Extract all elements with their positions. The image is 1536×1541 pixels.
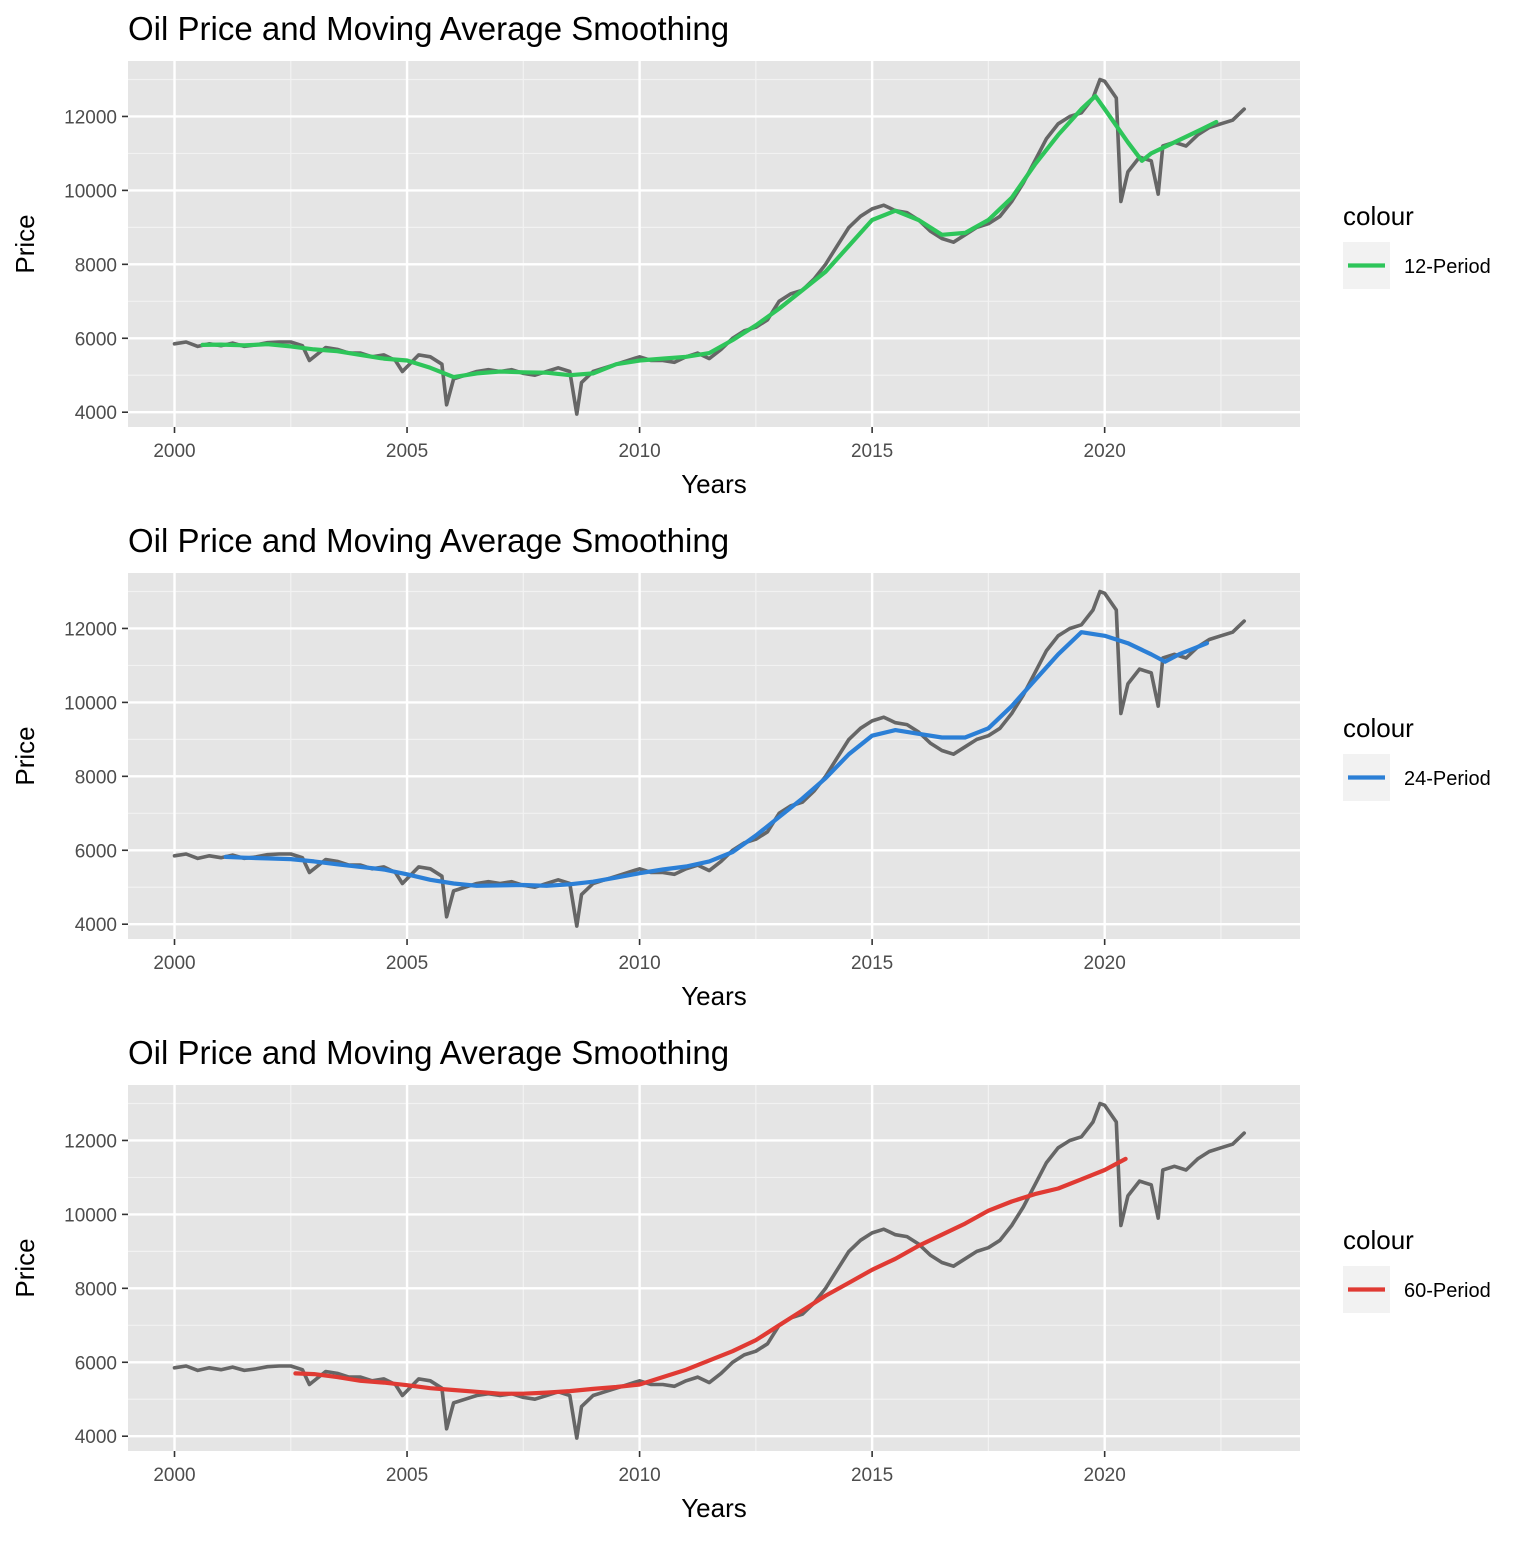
x-tick-label: 2020 — [1084, 953, 1126, 974]
y-tick-label: 6000 — [75, 329, 117, 350]
y-tick-label: 12000 — [64, 1131, 117, 1152]
chart-title: Oil Price and Moving Average Smoothing — [128, 522, 729, 559]
legend-label: 24-Period — [1404, 768, 1491, 790]
chart-title: Oil Price and Moving Average Smoothing — [128, 1034, 729, 1071]
x-tick-label: 2020 — [1084, 441, 1126, 462]
y-tick-label: 12000 — [64, 107, 117, 128]
chart-title: Oil Price and Moving Average Smoothing — [128, 10, 729, 47]
y-axis-title: Price — [10, 1238, 40, 1297]
legend-label: 60-Period — [1404, 1280, 1491, 1302]
y-tick-label: 12000 — [64, 619, 117, 640]
y-tick-label: 8000 — [75, 767, 117, 788]
legend-title: colour — [1343, 201, 1414, 231]
x-tick-label: 2005 — [386, 441, 428, 462]
y-tick-label: 10000 — [64, 181, 117, 202]
x-axis-title: Years — [681, 981, 747, 1011]
y-tick-label: 8000 — [75, 255, 117, 276]
y-tick-label: 10000 — [64, 693, 117, 714]
x-tick-label: 2000 — [153, 953, 195, 974]
y-tick-label: 6000 — [75, 1353, 117, 1374]
y-tick-label: 8000 — [75, 1279, 117, 1300]
x-tick-label: 2015 — [851, 1465, 893, 1486]
y-axis-title: Price — [10, 726, 40, 785]
x-tick-label: 2020 — [1084, 1465, 1126, 1486]
legend-label: 12-Period — [1404, 256, 1491, 278]
y-tick-label: 6000 — [75, 841, 117, 862]
chart-panel-1: 2000 2005 2010 2015 2020 4000 6000 8000 10000 120… — [10, 10, 1491, 499]
legend: colour 60-Period — [1343, 1225, 1491, 1313]
x-tick-label: 2010 — [618, 1465, 660, 1486]
x-tick-label: 2015 — [851, 441, 893, 462]
chart-panel-2: 2000 2005 2010 2015 2020 4000 6000 8000 10000 120… — [10, 522, 1491, 1011]
chart-panel-3: 2000 2005 2010 2015 2020 4000 6000 8000 10000 120… — [10, 1034, 1491, 1523]
y-axis-title: Price — [10, 214, 40, 273]
x-tick-label: 2010 — [618, 953, 660, 974]
legend-title: colour — [1343, 713, 1414, 743]
legend-title: colour — [1343, 1225, 1414, 1255]
x-tick-label: 2005 — [386, 953, 428, 974]
x-tick-label: 2005 — [386, 1465, 428, 1486]
x-tick-label: 2000 — [153, 441, 195, 462]
x-tick-label: 2015 — [851, 953, 893, 974]
y-tick-label: 10000 — [64, 1205, 117, 1226]
x-axis-title: Years — [681, 469, 747, 499]
legend: colour 24-Period — [1343, 713, 1491, 801]
y-tick-label: 4000 — [75, 403, 117, 424]
legend: colour 12-Period — [1343, 201, 1491, 289]
x-axis-title: Years — [681, 1493, 747, 1523]
x-tick-label: 2000 — [153, 1465, 195, 1486]
y-tick-label: 4000 — [75, 1427, 117, 1448]
y-tick-label: 4000 — [75, 915, 117, 936]
x-tick-label: 2010 — [618, 441, 660, 462]
